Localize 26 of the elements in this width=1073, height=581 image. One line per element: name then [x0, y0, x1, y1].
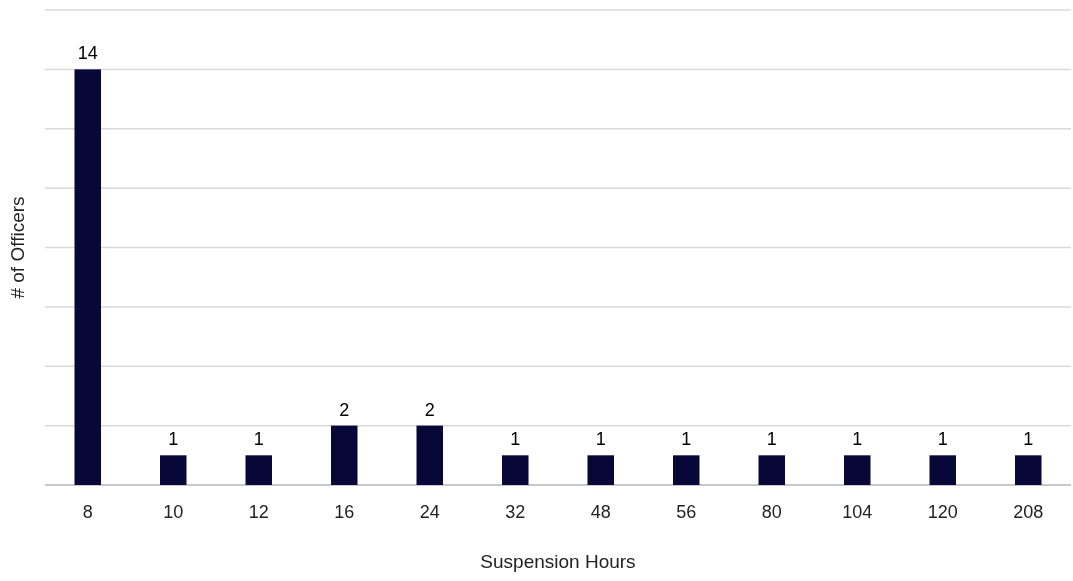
x-tick-label: 16 [334, 502, 355, 522]
data-label: 1 [168, 429, 179, 450]
data-label: 1 [595, 429, 606, 450]
data-label: 2 [424, 399, 435, 420]
x-tick-label: 56 [676, 502, 697, 522]
x-tick-label: 10 [163, 502, 184, 522]
data-label: 14 [77, 43, 98, 64]
x-tick-label: 208 [1013, 502, 1044, 522]
x-tick-label: 104 [842, 502, 873, 522]
x-tick-label: 32 [505, 502, 526, 522]
x-tick-label: 120 [927, 502, 958, 522]
y-axis-title: # of Officers [7, 196, 28, 299]
x-tick-label: 8 [82, 502, 93, 522]
data-label: 2 [339, 399, 350, 420]
data-label: 1 [681, 429, 692, 450]
x-tick-label: 24 [419, 502, 440, 522]
data-label: 1 [253, 429, 264, 450]
x-tick-label: 80 [761, 502, 782, 522]
x-tick-label: 12 [248, 502, 269, 522]
x-tick-label: 48 [590, 502, 611, 522]
data-label: 1 [1023, 429, 1034, 450]
x-axis-title: Suspension Hours [480, 551, 636, 572]
data-label: 1 [852, 429, 863, 450]
data-label: 1 [510, 429, 521, 450]
data-label: 1 [937, 429, 948, 450]
data-label: 1 [766, 429, 777, 450]
